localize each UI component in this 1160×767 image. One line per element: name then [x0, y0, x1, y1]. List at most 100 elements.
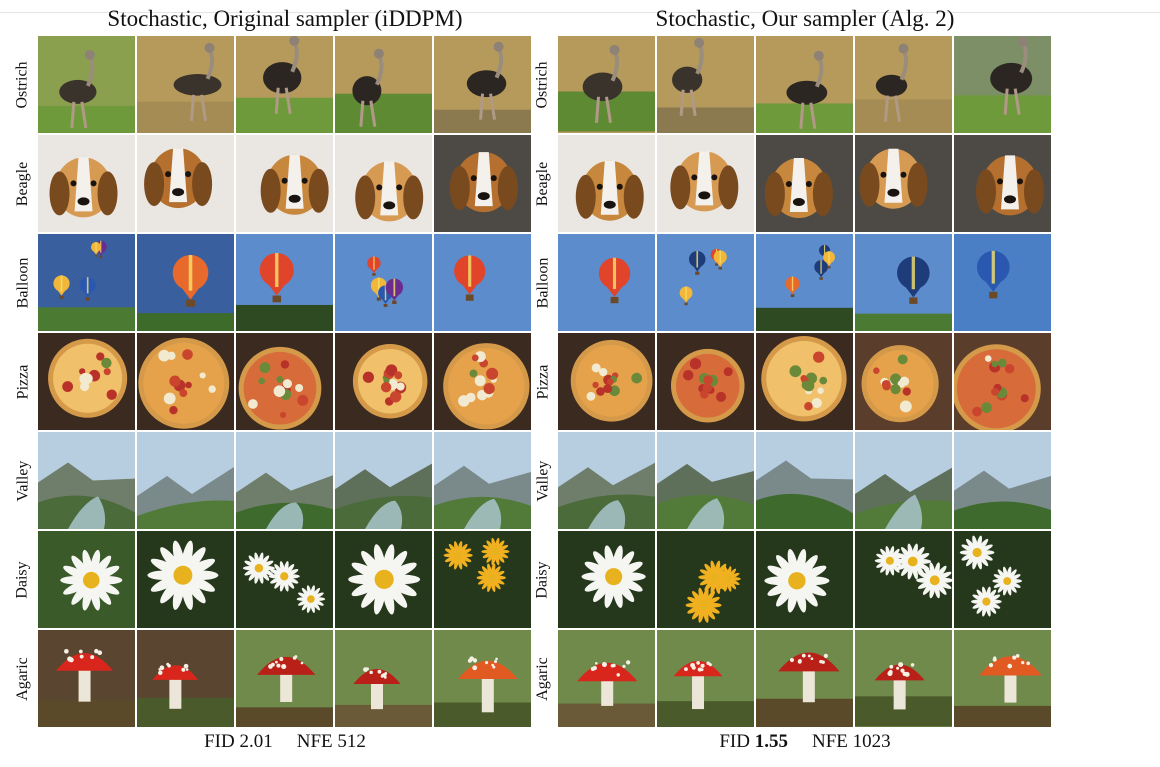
row-label-balloon: Balloon — [531, 234, 555, 331]
sample-image — [236, 333, 333, 430]
nfe-label: NFE — [811, 731, 848, 752]
sample-image — [236, 432, 333, 529]
sample-image — [335, 630, 432, 727]
class-row-balloon: Balloon — [14, 234, 532, 331]
row-label-text: Ostrich — [534, 60, 552, 109]
sample-image — [137, 333, 234, 430]
row-label-text: Daisy — [534, 560, 552, 599]
row-label-text: Agaric — [14, 656, 31, 701]
sample-image — [236, 36, 333, 133]
class-row-beagle: Beagle — [14, 135, 532, 232]
row-label-pizza: Pizza — [11, 333, 35, 430]
sample-image — [756, 234, 853, 331]
class-row-daisy: Daisy — [14, 531, 532, 628]
sample-image — [137, 234, 234, 331]
sample-image — [38, 36, 135, 133]
panel-title-right: Stochastic, Our sampler (Alg. 2) — [655, 6, 955, 31]
sample-image — [38, 234, 135, 331]
sample-image — [855, 432, 952, 529]
class-row-valley: Valley — [14, 432, 532, 529]
row-label-pizza: Pizza — [531, 333, 555, 430]
sample-image — [335, 135, 432, 232]
sample-image — [954, 234, 1051, 331]
fid-value: 2.01 — [239, 731, 273, 752]
caption-right: FID 1.55 NFE 1023 — [558, 729, 1052, 755]
sample-image — [335, 531, 432, 628]
row-label-balloon: Balloon — [11, 234, 35, 331]
class-row-balloon: Balloon — [534, 234, 1052, 331]
row-label-ostrich: Ostrich — [531, 36, 555, 133]
sample-image — [137, 135, 234, 232]
sample-image — [855, 531, 952, 628]
class-row-ostrich: Ostrich — [14, 36, 532, 133]
row-label-beagle: Beagle — [11, 135, 35, 232]
sample-image — [558, 432, 655, 529]
nfe-label: NFE — [296, 731, 333, 752]
sample-image — [434, 531, 531, 628]
sample-image — [335, 36, 432, 133]
fid-label: FID — [719, 731, 750, 752]
row-label-text: Beagle — [534, 161, 552, 206]
row-label-text: Balloon — [14, 257, 32, 308]
sample-image — [137, 432, 234, 529]
sample-image — [558, 135, 655, 232]
sample-image — [558, 531, 655, 628]
sample-image — [954, 432, 1051, 529]
sample-image — [137, 630, 234, 727]
sample-image — [434, 333, 531, 430]
sample-image — [434, 36, 531, 133]
sample-image — [335, 234, 432, 331]
fid-label: FID — [204, 731, 235, 752]
class-row-valley: Valley — [534, 432, 1052, 529]
sample-image — [657, 432, 754, 529]
sample-image — [756, 36, 853, 133]
sample-image — [236, 531, 333, 628]
sample-image — [657, 234, 754, 331]
row-label-beagle: Beagle — [531, 135, 555, 232]
fid-value: 1.55 — [754, 731, 788, 752]
sample-image — [137, 531, 234, 628]
sample-image — [954, 135, 1051, 232]
sample-image — [335, 432, 432, 529]
sample-image — [558, 234, 655, 331]
top-divider — [0, 12, 1160, 13]
sample-image — [434, 432, 531, 529]
class-row-beagle: Beagle — [534, 135, 1052, 232]
sample-image — [855, 630, 952, 727]
row-label-text: Daisy — [14, 560, 32, 599]
nfe-value: 1023 — [852, 731, 891, 752]
sample-image — [657, 333, 754, 430]
row-label-text: Valley — [14, 460, 31, 501]
sample-image — [855, 234, 952, 331]
row-label-text: Ostrich — [14, 60, 32, 109]
sample-image — [434, 234, 531, 331]
image-grid-right: Ostrich Beagle Balloon Pizza Valley Daisy Agar… — [534, 36, 1052, 727]
row-label-text: Pizza — [534, 364, 551, 399]
class-row-daisy: Daisy — [534, 531, 1052, 628]
sample-image — [38, 630, 135, 727]
sample-image — [954, 531, 1051, 628]
sample-image — [855, 36, 952, 133]
sample-image — [38, 333, 135, 430]
sample-image — [434, 630, 531, 727]
sample-image — [756, 333, 853, 430]
class-row-pizza: Pizza — [534, 333, 1052, 430]
image-grid-left: Ostrich Beagle Balloon Pizza Valley Daisy Agar… — [14, 36, 532, 727]
row-label-text: Valley — [534, 460, 551, 501]
sample-image — [855, 135, 952, 232]
sample-image — [657, 630, 754, 727]
row-label-agaric: Agaric — [531, 630, 555, 727]
sample-image — [756, 531, 853, 628]
sample-image — [558, 36, 655, 133]
panel-our-sampler: Stochastic, Our sampler (Alg. 2) Ostrich… — [532, 0, 1052, 767]
sample-image — [657, 135, 754, 232]
panel-title-left: Stochastic, Original sampler (iDDPM) — [107, 6, 463, 31]
row-label-daisy: Daisy — [11, 531, 35, 628]
sample-image — [855, 333, 952, 430]
sample-image — [236, 234, 333, 331]
row-label-ostrich: Ostrich — [11, 36, 35, 133]
panel-original-sampler: Stochastic, Original sampler (iDDPM) Ost… — [12, 0, 532, 767]
sample-image — [657, 531, 754, 628]
sample-image — [236, 135, 333, 232]
row-label-text: Beagle — [14, 161, 32, 206]
